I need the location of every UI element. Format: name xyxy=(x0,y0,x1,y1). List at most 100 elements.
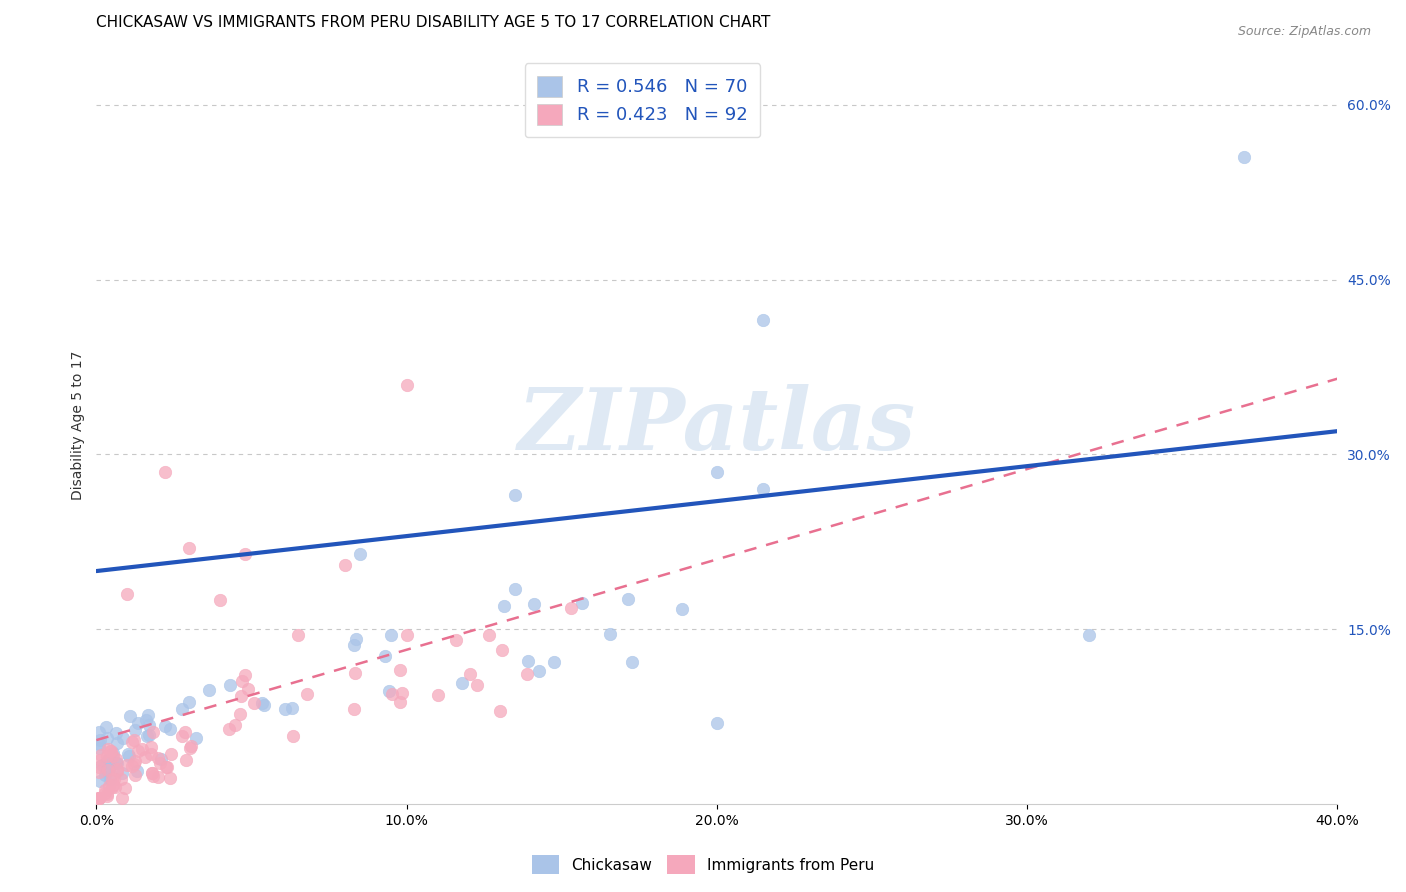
Point xyxy=(89,741,111,756)
Point xyxy=(391,686,413,700)
Point xyxy=(96,789,118,803)
Point xyxy=(281,701,304,715)
Point xyxy=(149,752,172,766)
Point xyxy=(125,764,148,779)
Point xyxy=(122,756,145,771)
Point xyxy=(243,696,266,710)
Point xyxy=(395,628,418,642)
Text: ZIPatlas: ZIPatlas xyxy=(517,384,915,467)
Point xyxy=(752,313,775,327)
Point xyxy=(121,759,143,773)
Y-axis label: Disability Age 5 to 17: Disability Age 5 to 17 xyxy=(72,351,86,500)
Point xyxy=(444,632,467,647)
Point xyxy=(224,718,246,732)
Point xyxy=(179,740,201,755)
Point xyxy=(124,768,146,782)
Point xyxy=(89,760,111,774)
Point xyxy=(236,682,259,697)
Point xyxy=(458,667,481,681)
Legend: R = 0.546   N = 70, R = 0.423   N = 92: R = 0.546 N = 70, R = 0.423 N = 92 xyxy=(524,63,761,137)
Point xyxy=(427,688,450,702)
Point xyxy=(135,714,157,728)
Point xyxy=(527,664,550,678)
Point xyxy=(752,483,775,497)
Point xyxy=(89,724,111,739)
Point xyxy=(104,780,127,794)
Point xyxy=(381,687,404,701)
Point xyxy=(218,722,240,736)
Point xyxy=(117,587,139,601)
Point xyxy=(492,599,515,613)
Point xyxy=(1233,150,1256,164)
Point xyxy=(141,766,163,780)
Point xyxy=(174,725,197,739)
Point xyxy=(343,639,366,653)
Point xyxy=(153,465,176,479)
Point xyxy=(114,781,136,796)
Point xyxy=(89,737,111,751)
Point xyxy=(179,541,201,555)
Point xyxy=(388,663,411,677)
Point xyxy=(98,744,121,758)
Point xyxy=(297,687,319,701)
Point xyxy=(124,723,146,737)
Point xyxy=(146,751,169,765)
Point xyxy=(89,790,111,805)
Point xyxy=(180,739,202,753)
Point xyxy=(146,770,169,784)
Point xyxy=(233,547,256,561)
Point xyxy=(89,733,111,747)
Point xyxy=(89,791,111,805)
Point xyxy=(671,602,693,616)
Point xyxy=(89,765,111,780)
Point xyxy=(97,763,120,777)
Point xyxy=(93,758,115,772)
Point xyxy=(283,729,305,743)
Point xyxy=(100,743,122,757)
Point xyxy=(111,765,134,780)
Point xyxy=(231,674,253,689)
Point xyxy=(517,654,540,668)
Point xyxy=(96,731,118,745)
Point xyxy=(91,758,114,772)
Point xyxy=(120,709,142,723)
Point xyxy=(127,743,149,757)
Point xyxy=(197,682,219,697)
Point xyxy=(105,762,128,776)
Text: CHICKASAW VS IMMIGRANTS FROM PERU DISABILITY AGE 5 TO 17 CORRELATION CHART: CHICKASAW VS IMMIGRANTS FROM PERU DISABI… xyxy=(97,15,770,30)
Point xyxy=(252,697,274,711)
Point xyxy=(105,756,128,771)
Point xyxy=(491,643,513,657)
Point xyxy=(138,717,160,731)
Point xyxy=(90,747,112,762)
Point xyxy=(104,756,127,771)
Point xyxy=(139,747,162,761)
Point xyxy=(94,783,117,797)
Point xyxy=(89,774,111,789)
Point xyxy=(122,733,145,747)
Point xyxy=(97,741,120,756)
Point xyxy=(229,689,252,703)
Point xyxy=(97,753,120,767)
Point xyxy=(159,771,181,785)
Point xyxy=(89,791,111,805)
Point xyxy=(136,708,159,723)
Point xyxy=(172,702,194,716)
Point xyxy=(599,627,621,641)
Point xyxy=(94,720,117,734)
Point xyxy=(101,780,124,794)
Point xyxy=(96,756,118,771)
Point xyxy=(349,547,371,561)
Point xyxy=(560,600,582,615)
Point xyxy=(229,707,252,722)
Point xyxy=(142,769,165,783)
Point xyxy=(103,772,125,786)
Point xyxy=(477,628,499,642)
Point xyxy=(209,593,232,607)
Point xyxy=(89,753,111,767)
Point xyxy=(155,760,177,774)
Point xyxy=(96,787,118,801)
Point xyxy=(380,628,402,642)
Point xyxy=(94,765,117,780)
Point xyxy=(93,768,115,782)
